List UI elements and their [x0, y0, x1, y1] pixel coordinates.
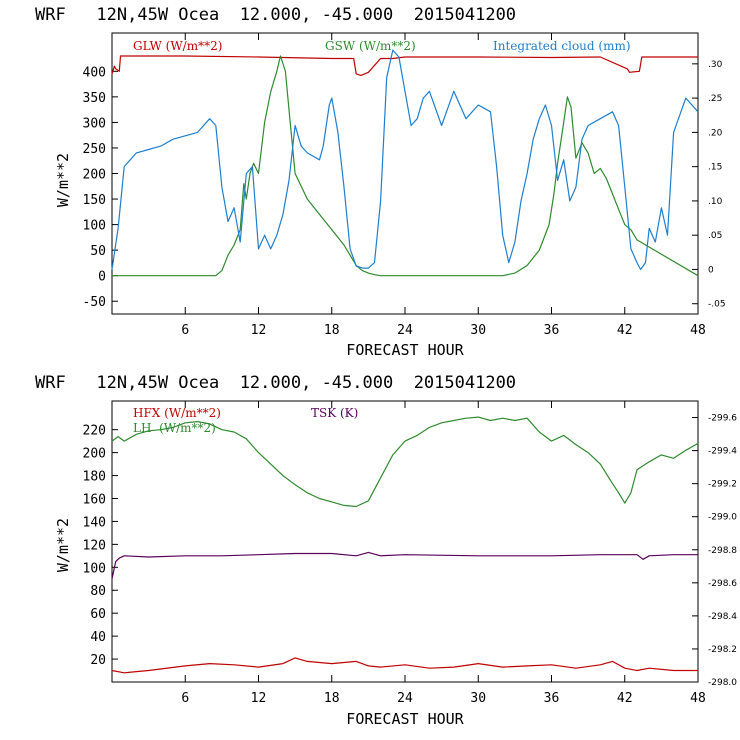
legend-tsk: TSK (K): [311, 406, 358, 420]
panel2-x-tick-label: 36: [544, 691, 560, 706]
panel2-y-tick-label: 220: [83, 424, 106, 439]
panel1-right-tick-label: .05: [708, 231, 722, 241]
panel2-y-tick-label: 160: [83, 492, 106, 507]
panel2-series: [111, 416, 699, 674]
panel1-x-tick-label: 12: [251, 323, 267, 338]
panel2-y-tick-label: 60: [90, 607, 106, 622]
panel1-y-tick-label: 350: [83, 91, 106, 106]
panel2-y-tick-label: 120: [83, 538, 106, 553]
panel2-x-tick-label: 12: [251, 691, 267, 706]
panel2-x-tick-label: 42: [617, 691, 633, 706]
panel2-x-tick-label: 18: [324, 691, 340, 706]
panel1-right-tick-label: .15: [708, 163, 722, 173]
series-line-tsk: [111, 551, 698, 579]
panel1-plot-frame: [111, 32, 699, 315]
panel1-y-tick-label: 50: [90, 244, 106, 259]
panel2-x-tick-label: 48: [690, 691, 706, 706]
panel2-right-tick-label: -298.2: [708, 645, 737, 655]
panel1-right-tick-label: .25: [708, 94, 722, 104]
panel2-right-tick-label: -298.0: [708, 678, 737, 688]
panel1-y-tick-label: 150: [83, 193, 106, 208]
panel2-x-tick-label: 6: [181, 691, 189, 706]
panel1-axis-ticks: 6 12 18 24 30 36 42 48 -50 0 50 100 150 200 250 300 350 4…: [83, 33, 726, 338]
series-line-gsw: [112, 55, 699, 277]
panel1-right-tick-label: .10: [708, 197, 723, 207]
panel2-right-tick-label: -298.4: [708, 612, 737, 622]
panel1-y-axis-label: W/m**2: [54, 153, 72, 207]
panel2-axis-ticks: 6 12 18 24 30 36 42 48 20 40 60 80 100 120 140 160 180 20…: [83, 401, 737, 706]
panel1-x-tick-label: 6: [181, 323, 189, 338]
panel2-y-tick-label: 200: [83, 447, 106, 462]
panel2-y-axis-label: W/m**2: [54, 518, 72, 572]
panel1-y-tick-label: 200: [83, 168, 106, 183]
legend-hfx: HFX (W/m**2): [133, 406, 221, 420]
panel1-x-axis-label: FORECAST HOUR: [346, 341, 464, 359]
series-line-lh: [111, 416, 699, 508]
panel1-x-tick-label: 18: [324, 323, 340, 338]
panel1-right-tick-label: .20: [708, 128, 723, 138]
panel2-right-tick-label: -299.4: [708, 447, 737, 457]
legend-gsw: GSW (W/m**2): [325, 39, 416, 53]
panel2-right-tick-label: -298.6: [708, 579, 737, 589]
panel1-y-tick-label: 100: [83, 219, 106, 234]
panel1-y-tick-label: 400: [83, 65, 106, 80]
panel1-right-tick-label: 0: [708, 265, 714, 275]
panel1-y-tick-label: -50: [83, 295, 106, 310]
panel1-x-tick-label: 36: [544, 323, 560, 338]
panel1-right-tick-label: -.05: [708, 300, 726, 310]
panel2-y-tick-label: 20: [90, 653, 106, 668]
panel1-y-tick-label: 0: [98, 270, 106, 285]
panel1-x-tick-label: 24: [397, 323, 413, 338]
panel2-right-tick-label: -299.0: [708, 513, 737, 523]
panel1-series: [111, 49, 699, 277]
panel2-x-axis-label: FORECAST HOUR: [346, 710, 464, 728]
panel2-y-tick-label: 140: [83, 515, 106, 530]
panel2-y-tick-label: 180: [83, 470, 106, 485]
panel1-header: WRF 12N,45W Ocea 12.000, -45.000 2015041…: [35, 5, 516, 25]
legend-glw: GLW (W/m**2): [133, 39, 222, 53]
panel1-x-tick-label: 48: [690, 323, 706, 338]
panel1-y-tick-label: 300: [83, 116, 106, 131]
panel1-y-tick-label: 250: [83, 142, 106, 157]
legend-integrated-cloud: Integrated cloud (mm): [493, 39, 631, 53]
series-line-hfx: [111, 657, 698, 674]
panel2-x-tick-label: 30: [470, 691, 486, 706]
panel1-right-tick-label: .30: [708, 60, 723, 70]
panel2-y-tick-label: 40: [90, 630, 106, 645]
panel1-x-tick-label: 30: [470, 323, 486, 338]
panel2-right-tick-label: -299.6: [708, 414, 737, 424]
panel2-right-tick-label: -298.8: [708, 546, 737, 556]
panel2-header: WRF 12N,45W Ocea 12.000, -45.000 2015041…: [35, 373, 516, 393]
series-line-glw: [111, 55, 698, 77]
panel2-right-tick-label: -299.2: [708, 480, 737, 490]
panel2-y-tick-label: 80: [90, 584, 106, 599]
panel1-x-tick-label: 42: [617, 323, 633, 338]
panel2-x-tick-label: 24: [397, 691, 413, 706]
panel2-plot-frame: [111, 400, 699, 683]
legend-lh: LH (W/m**2): [133, 421, 216, 435]
panel2-y-tick-label: 100: [83, 561, 106, 576]
series-line-integrated-cloud: [111, 49, 699, 271]
